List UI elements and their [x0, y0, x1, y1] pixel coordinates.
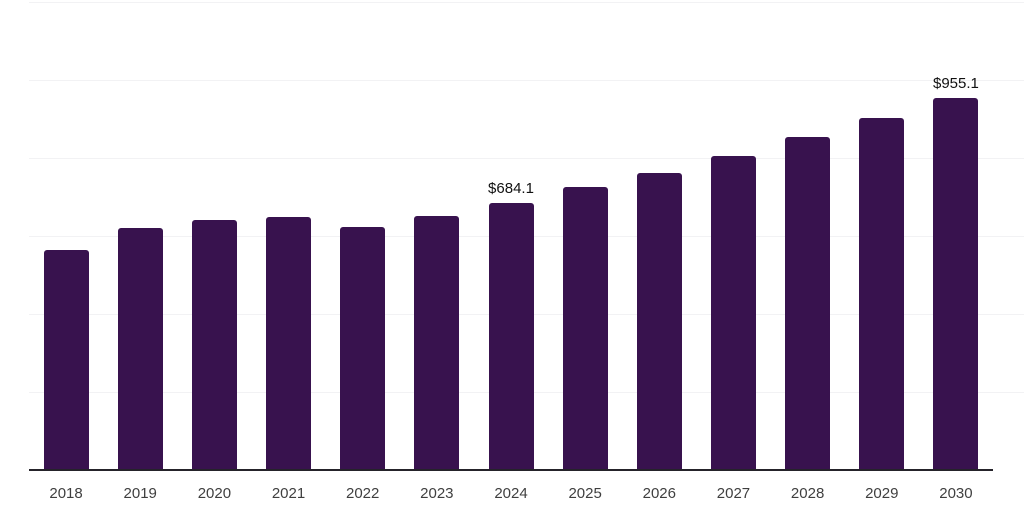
- bar-2019: [117, 227, 163, 470]
- x-tick-2018: 2018: [49, 485, 83, 502]
- x-axis-line: [29, 469, 993, 471]
- x-tick-2028: 2028: [790, 485, 825, 502]
- x-tick-2020: 2020: [197, 485, 232, 502]
- bar-2024: [488, 203, 534, 470]
- value-label-2030: $955.1: [932, 74, 979, 92]
- gridline-y-1200: [29, 2, 1024, 3]
- x-tick-2025: 2025: [568, 485, 602, 502]
- bar-2029: [859, 117, 905, 470]
- x-tick-2024: 2024: [494, 485, 528, 502]
- x-tick-2022: 2022: [346, 485, 380, 502]
- x-tick-2023: 2023: [420, 485, 454, 502]
- x-tick-2029: 2029: [865, 485, 899, 502]
- bar-2018: [43, 250, 89, 470]
- bar-2021: [266, 217, 312, 470]
- x-tick-2021: 2021: [271, 485, 306, 502]
- bar-2025: [562, 187, 608, 470]
- bar-2023: [414, 215, 460, 470]
- x-tick-2027: 2027: [716, 485, 751, 502]
- bar-2030: [933, 97, 979, 470]
- bar-2026: [636, 172, 682, 470]
- bar-2028: [785, 137, 831, 470]
- x-tick-2019: 2019: [123, 485, 157, 502]
- bar-2022: [340, 227, 386, 470]
- gridline-y-1000: [29, 80, 1024, 81]
- bar-2020: [191, 219, 237, 470]
- x-tick-2026: 2026: [642, 485, 676, 502]
- value-label-2024: $684.1: [488, 180, 534, 198]
- bar-2027: [710, 155, 756, 470]
- x-tick-2030: 2030: [939, 485, 973, 502]
